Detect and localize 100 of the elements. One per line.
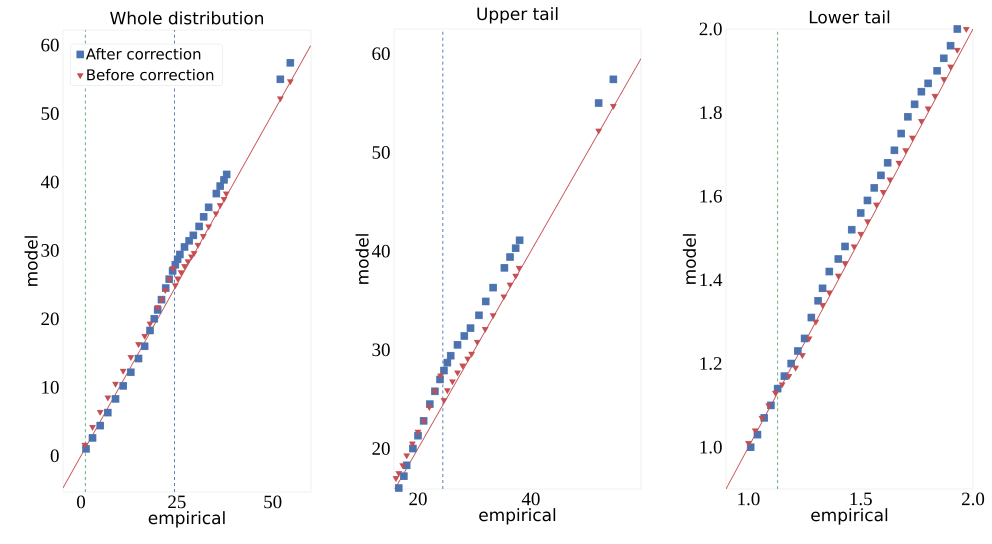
point — [468, 352, 475, 358]
y-tick-label: 10 — [42, 380, 59, 394]
point — [212, 190, 220, 198]
point — [506, 282, 514, 288]
point — [146, 326, 154, 334]
chart-title: Lower tail — [810, 10, 890, 24]
point — [88, 434, 96, 442]
y-tick-label: 30 — [372, 343, 390, 356]
x-tick-label: 0 — [77, 496, 86, 508]
point — [119, 382, 127, 390]
point — [399, 463, 406, 470]
point — [120, 368, 126, 375]
point — [190, 232, 198, 240]
point — [178, 270, 184, 276]
point — [787, 360, 795, 368]
y-tick-label: 50 — [42, 107, 59, 120]
point — [205, 224, 212, 230]
y-tick-label: 2.0 — [700, 22, 722, 36]
point — [150, 315, 158, 323]
point — [856, 209, 865, 217]
x-axis-title: empirical — [479, 508, 556, 525]
point — [834, 255, 842, 263]
y-tick-label: 0 — [50, 449, 59, 462]
point — [112, 382, 119, 388]
point — [886, 178, 894, 184]
point — [437, 373, 444, 380]
point — [96, 410, 104, 416]
point — [758, 416, 766, 422]
point — [104, 396, 112, 402]
point — [924, 106, 932, 112]
point — [506, 253, 514, 261]
point — [610, 76, 618, 84]
point — [459, 364, 466, 370]
point — [482, 298, 490, 306]
point — [516, 266, 522, 272]
point — [595, 128, 602, 134]
y-tick-label: 50 — [372, 146, 390, 159]
point — [195, 222, 203, 230]
point — [127, 368, 135, 376]
y-tick-label: 1.0 — [700, 440, 722, 454]
point — [135, 342, 142, 348]
point — [890, 146, 898, 154]
point — [594, 99, 602, 107]
y-tick-label: 30 — [41, 244, 59, 257]
point — [909, 136, 916, 142]
point — [841, 242, 849, 250]
legend-label: After correction — [86, 48, 200, 60]
point — [884, 159, 892, 167]
point — [184, 259, 192, 266]
point — [516, 236, 524, 244]
chart-title: Whole distribution — [110, 11, 264, 24]
point — [395, 484, 403, 492]
point — [222, 170, 230, 178]
point — [212, 211, 220, 218]
point — [96, 422, 104, 430]
point — [403, 453, 410, 460]
y-tick-label: 60 — [372, 47, 390, 60]
point — [792, 366, 799, 372]
point — [276, 75, 284, 84]
point — [870, 184, 878, 192]
point — [134, 354, 142, 362]
point — [786, 374, 792, 380]
y-tick-label: 40 — [372, 244, 390, 258]
point — [864, 219, 871, 226]
x-tick-label: 1.0 — [738, 492, 760, 506]
point — [512, 244, 520, 252]
point — [216, 203, 224, 210]
y-tick-label: 1.8 — [700, 106, 722, 120]
point — [864, 196, 872, 204]
point — [460, 332, 468, 340]
point — [112, 395, 120, 403]
y-axis-title: model — [356, 234, 369, 284]
point — [475, 311, 483, 320]
point — [799, 353, 806, 359]
y-tick-label: 20 — [372, 442, 390, 455]
point — [454, 370, 461, 376]
point — [440, 398, 448, 404]
point — [834, 274, 842, 280]
point — [176, 250, 184, 258]
point — [194, 242, 202, 249]
point — [500, 264, 508, 272]
y-tick-label: 40 — [40, 176, 59, 188]
x-axis-title: empirical — [148, 511, 225, 528]
point — [490, 313, 496, 320]
point — [440, 366, 448, 374]
point — [170, 266, 176, 272]
x-tick-label: 1.5 — [850, 492, 872, 506]
point — [819, 303, 826, 309]
y-tick-label: 1.6 — [700, 190, 722, 203]
point — [877, 172, 885, 180]
point — [172, 283, 179, 290]
x-tick-label: 2.0 — [962, 492, 984, 506]
point — [857, 232, 864, 238]
point — [953, 25, 962, 33]
point — [482, 327, 488, 333]
point — [946, 42, 954, 50]
point — [141, 334, 148, 340]
x-tick-label: 50 — [264, 496, 282, 508]
point — [286, 59, 294, 67]
point — [466, 324, 474, 332]
